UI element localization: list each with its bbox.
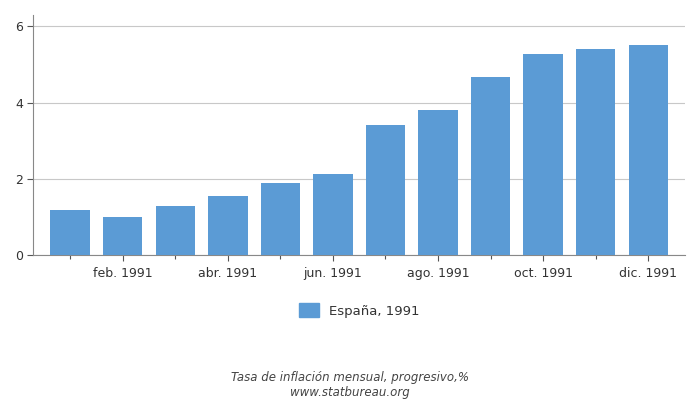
- Bar: [366, 125, 405, 256]
- Legend: España, 1991: España, 1991: [293, 298, 425, 323]
- Bar: [155, 206, 195, 256]
- Bar: [629, 45, 668, 256]
- Text: www.statbureau.org: www.statbureau.org: [290, 386, 410, 399]
- Bar: [576, 48, 615, 256]
- Bar: [103, 217, 143, 256]
- Bar: [471, 77, 510, 256]
- Bar: [208, 196, 248, 256]
- Bar: [313, 174, 353, 256]
- Bar: [260, 183, 300, 256]
- Text: Tasa de inflación mensual, progresivo,%: Tasa de inflación mensual, progresivo,%: [231, 372, 469, 384]
- Bar: [50, 210, 90, 256]
- Bar: [419, 110, 458, 256]
- Bar: [524, 54, 563, 256]
